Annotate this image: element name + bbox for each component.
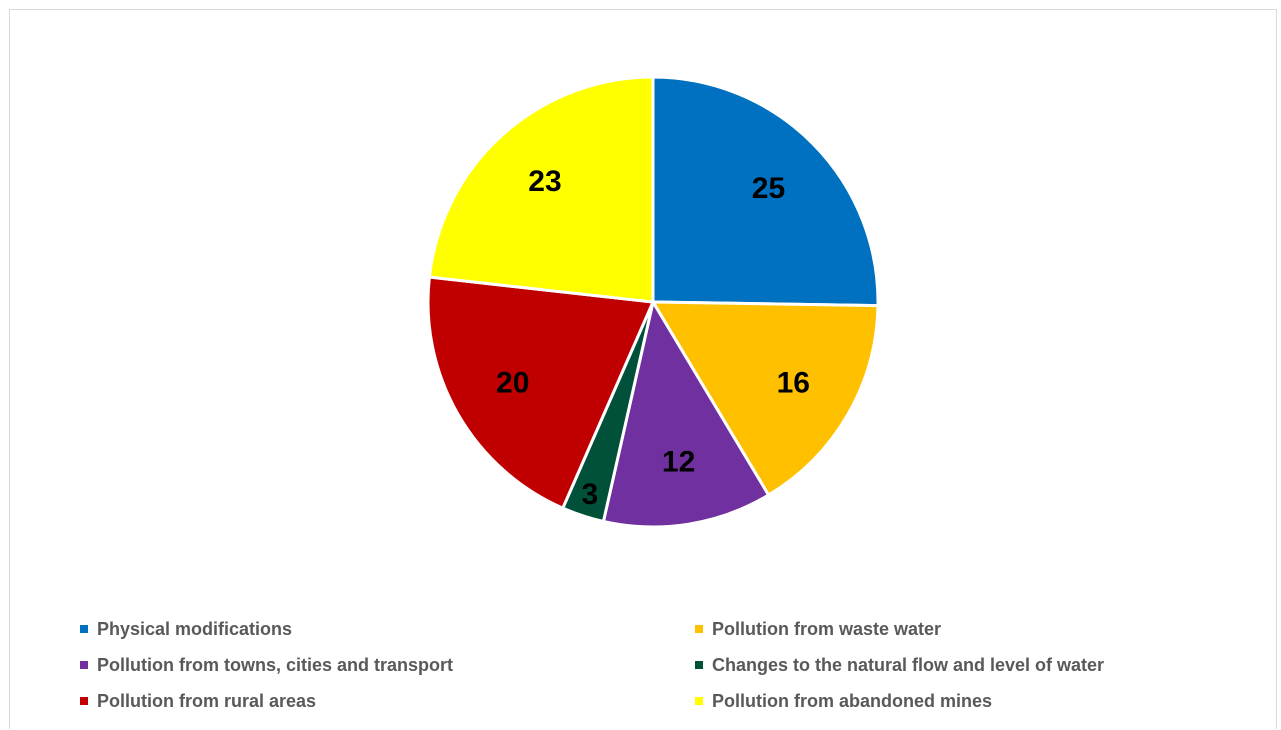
data-label: 25 — [752, 172, 785, 205]
legend-item: Pollution from waste water — [695, 618, 1260, 640]
legend-item: Physical modifications — [80, 618, 695, 640]
legend-swatch — [80, 625, 88, 633]
legend-item: Pollution from abandoned mines — [695, 690, 1260, 712]
legend-swatch — [695, 661, 703, 669]
pie-slice — [601, 298, 771, 529]
legend-label: Physical modifications — [97, 618, 293, 639]
legend-label: Pollution from rural areas — [97, 690, 317, 711]
pie-slice — [651, 75, 880, 308]
pie-slice — [427, 75, 655, 304]
legend-label: Pollution from towns, cities and transpo… — [97, 654, 454, 675]
legend-label: Pollution from abandoned mines — [712, 690, 993, 711]
legend-swatch — [695, 625, 703, 633]
legend-swatch — [80, 697, 88, 705]
legend-item: Pollution from rural areas — [80, 690, 695, 712]
pie-slice — [650, 300, 880, 498]
pie-slice — [426, 275, 656, 511]
data-label: 3 — [581, 478, 598, 511]
data-label: 12 — [662, 445, 695, 478]
data-label: 16 — [777, 367, 810, 400]
pie-chart: 25 16 12 3 20 23 — [426, 75, 880, 529]
data-label: 23 — [528, 165, 561, 198]
data-label: 20 — [496, 367, 529, 400]
legend-item: Pollution from towns, cities and transpo… — [80, 654, 695, 676]
legend-label: Pollution from waste water — [712, 618, 942, 639]
legend-swatch — [80, 661, 88, 669]
legend-swatch — [695, 697, 703, 705]
chart-area: 25 16 12 3 20 23 Physical modifications Pollu… — [9, 9, 1277, 729]
chart-legend: Physical modifications Pollution from wa… — [80, 618, 1260, 712]
legend-label: Changes to the natural flow and level of… — [712, 654, 1105, 675]
legend-item: Changes to the natural flow and level of… — [695, 654, 1260, 676]
